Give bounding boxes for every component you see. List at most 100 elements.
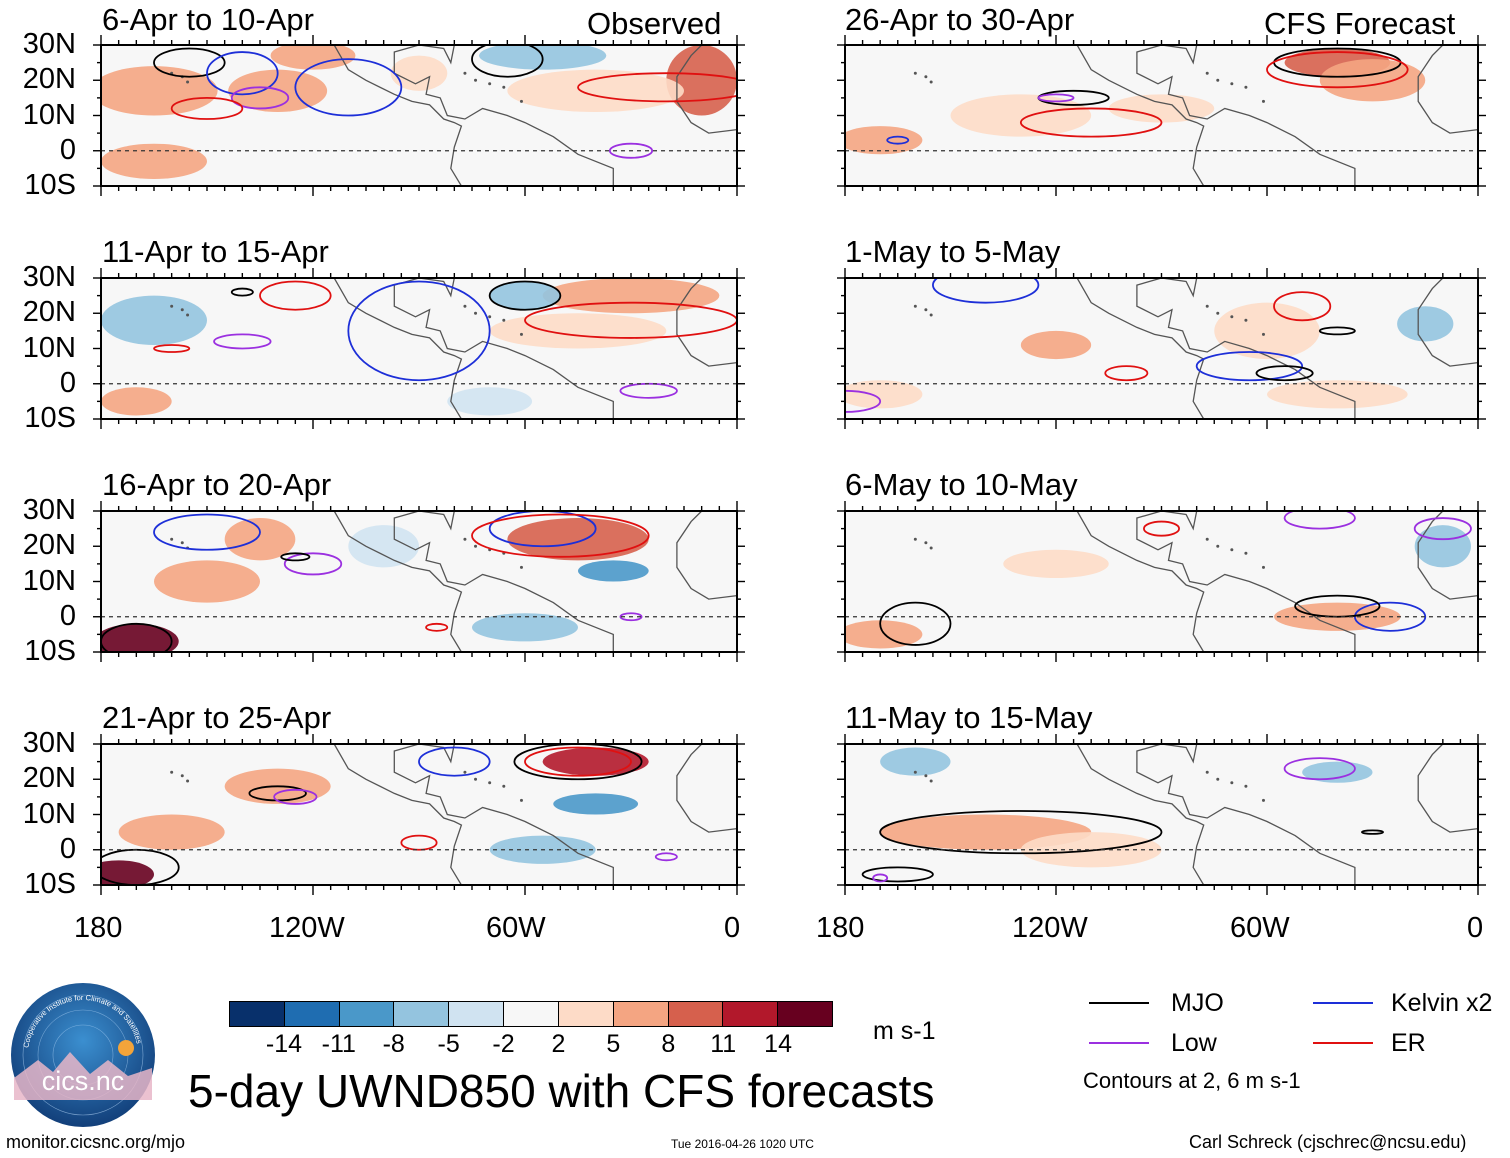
island	[474, 777, 478, 781]
contour-line	[213, 333, 272, 350]
island	[1216, 78, 1220, 82]
island	[929, 80, 933, 84]
lat-label: 30N	[22, 727, 76, 759]
contour-line	[1413, 517, 1472, 541]
island	[502, 318, 506, 322]
anomaly-patch	[118, 814, 225, 850]
contour-line	[1354, 601, 1427, 632]
island	[502, 85, 506, 89]
coastline-africa	[1417, 45, 1478, 134]
island	[502, 784, 506, 788]
contour-line	[153, 513, 261, 551]
island	[463, 770, 467, 774]
legend-note: Contours at 2, 6 m s-1	[1083, 1068, 1301, 1093]
island	[1205, 71, 1209, 75]
contour-line	[418, 746, 491, 777]
island	[488, 315, 492, 319]
island	[180, 541, 184, 545]
contour-line	[1143, 520, 1180, 537]
island	[186, 80, 190, 84]
contour-line	[932, 278, 1040, 304]
coastline-africa	[1417, 278, 1478, 367]
colorbar-swatch	[557, 1002, 613, 1026]
lat-label: 10S	[24, 635, 76, 667]
lon-label-60w-left: 60W	[486, 912, 546, 944]
lon-label-60w-right: 60W	[1230, 912, 1290, 944]
colorbar	[229, 1001, 833, 1027]
colorbar-tick-label: 8	[661, 1030, 676, 1058]
coastline-americas	[1038, 511, 1356, 652]
anomaly-patch	[101, 143, 207, 179]
anomaly-patch	[845, 380, 923, 409]
contour-line	[206, 51, 279, 96]
footer-url: monitor.cicsnc.org/mjo	[6, 1132, 186, 1152]
island	[519, 798, 523, 802]
island	[924, 75, 928, 79]
footer-credit: Carl Schreck (cjschrec@ncsu.edu)	[1189, 1132, 1467, 1152]
colorbar-swatch	[393, 1002, 449, 1026]
island	[180, 774, 184, 778]
contour-line	[1294, 594, 1381, 618]
island	[929, 779, 933, 783]
colorbar-tick-label: -5	[437, 1030, 460, 1058]
contour-line	[230, 287, 254, 297]
contour-line	[1361, 829, 1384, 835]
cics-logo: Cooperative Institute for Climate and Sa…	[11, 983, 155, 1127]
contour-line	[872, 873, 889, 883]
anomaly-patch	[1020, 330, 1092, 360]
island	[170, 770, 174, 774]
island	[929, 546, 933, 550]
contour-line	[1318, 326, 1356, 336]
contour-line	[471, 513, 650, 558]
coastline-africa	[676, 45, 737, 134]
colorbar-tick-label: 14	[764, 1030, 792, 1058]
contour-line	[1195, 351, 1304, 382]
island	[1216, 544, 1220, 548]
island	[1244, 318, 1248, 322]
map-panel-obs4	[101, 744, 737, 885]
contour-line	[1283, 757, 1356, 781]
island	[474, 311, 478, 315]
island	[170, 537, 174, 541]
island	[519, 99, 523, 103]
contour-line	[1273, 291, 1332, 322]
lat-label: 10N	[22, 331, 76, 364]
island	[519, 332, 523, 336]
lat-label: 10S	[24, 169, 76, 201]
lat-label: 20N	[22, 762, 76, 795]
colorbar-swatch	[722, 1002, 778, 1026]
island	[1244, 784, 1248, 788]
island	[180, 308, 184, 312]
colorbar-units: m s-1	[873, 1017, 936, 1045]
contour-line	[230, 86, 290, 110]
colorbar-swatch	[338, 1002, 394, 1026]
island	[1261, 565, 1265, 569]
colorbar-tick-label: -8	[382, 1030, 405, 1058]
anomaly-patch	[101, 295, 207, 345]
island	[1244, 85, 1248, 89]
lat-label: 0	[59, 366, 76, 399]
lat-label: 20N	[22, 529, 76, 562]
anomaly-patch	[950, 94, 1092, 137]
sun-icon	[118, 1040, 134, 1056]
contour-line	[471, 45, 544, 78]
coastline-africa	[676, 744, 737, 833]
island	[1261, 332, 1265, 336]
contour-line	[577, 72, 737, 103]
panel-title-obs1: 6-Apr to 10-Apr	[102, 2, 314, 37]
legend-er: ER	[1391, 1029, 1426, 1057]
contour-line	[259, 280, 332, 311]
anomaly-patch	[270, 45, 356, 70]
colorbar-tick-label: -14	[265, 1030, 303, 1058]
anomaly-patch	[553, 793, 639, 815]
island	[1216, 777, 1220, 781]
coastline-americas	[1038, 278, 1356, 419]
island	[913, 71, 917, 75]
island	[1261, 798, 1265, 802]
island	[186, 313, 190, 317]
contour-line	[886, 135, 910, 145]
figure-title: 5-day UWND850 with CFS forecasts	[188, 1065, 935, 1117]
contour-line	[347, 280, 491, 382]
lat-label: 10S	[24, 868, 76, 900]
